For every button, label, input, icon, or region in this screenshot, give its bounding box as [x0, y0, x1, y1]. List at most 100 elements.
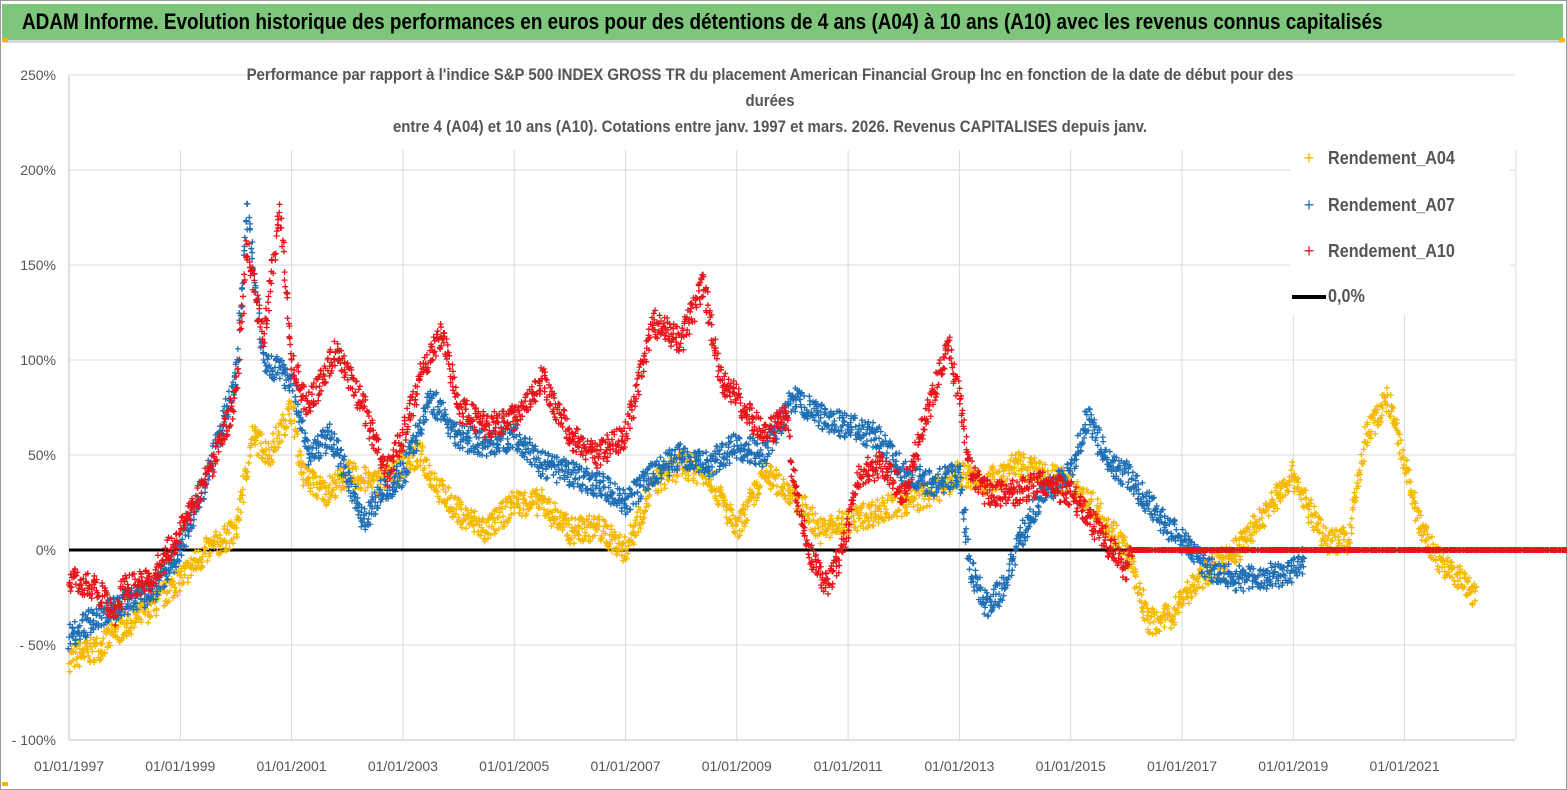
data-point — [147, 613, 154, 620]
data-point — [112, 628, 119, 635]
data-point — [625, 542, 632, 549]
data-point — [1199, 584, 1206, 591]
data-point — [161, 602, 168, 609]
data-point — [621, 533, 628, 540]
y-tick-label: 250% — [20, 67, 56, 83]
data-point — [289, 387, 296, 394]
x-tick-label: 01/01/2003 — [368, 758, 438, 774]
data-point — [352, 463, 359, 470]
data-point — [407, 465, 414, 472]
data-point — [870, 522, 877, 529]
data-point — [288, 399, 295, 406]
data-point — [732, 523, 739, 530]
data-point — [123, 632, 130, 639]
data-point — [855, 515, 862, 522]
data-point — [780, 476, 787, 483]
data-point — [119, 635, 126, 642]
data-point — [471, 513, 478, 520]
data-point — [441, 406, 448, 413]
data-point — [320, 496, 327, 503]
data-point — [283, 424, 290, 431]
data-point — [742, 520, 749, 527]
data-point — [744, 503, 751, 510]
data-point — [882, 432, 889, 439]
data-point — [708, 476, 715, 483]
data-point — [806, 393, 813, 400]
data-point — [419, 444, 426, 451]
data-point — [1302, 495, 1309, 502]
data-point — [573, 528, 580, 535]
data-point — [495, 514, 502, 521]
data-point — [963, 525, 970, 532]
x-tick-label: 01/01/2001 — [257, 758, 327, 774]
data-point — [533, 486, 540, 493]
data-point — [442, 489, 449, 496]
data-point — [321, 479, 328, 486]
data-point — [458, 499, 465, 506]
data-point — [218, 549, 225, 556]
data-point — [265, 440, 272, 447]
data-point — [206, 553, 213, 560]
data-point — [616, 547, 623, 554]
data-point — [564, 531, 571, 538]
data-point — [272, 424, 279, 431]
data-point — [586, 512, 593, 519]
data-point — [496, 504, 503, 511]
data-point — [303, 465, 310, 472]
data-point — [739, 527, 746, 534]
data-point — [237, 496, 244, 503]
data-point — [368, 484, 375, 491]
data-point — [717, 484, 724, 491]
data-point — [728, 519, 735, 526]
data-point — [76, 663, 83, 670]
data-point — [1009, 567, 1016, 574]
data-point — [413, 458, 420, 465]
data-point — [591, 532, 598, 539]
data-point — [1128, 476, 1135, 483]
data-point — [350, 460, 357, 467]
data-point — [1034, 502, 1041, 509]
data-point — [259, 455, 266, 462]
data-point — [547, 498, 554, 505]
data-point — [521, 496, 528, 503]
data-point — [708, 483, 715, 490]
data-point — [672, 478, 679, 485]
data-point — [359, 476, 366, 483]
data-point — [317, 474, 324, 481]
data-point — [1161, 623, 1168, 630]
data-point — [563, 532, 570, 539]
data-point — [715, 501, 722, 508]
data-point — [455, 514, 462, 521]
data-point — [750, 493, 757, 500]
data-point — [866, 521, 873, 528]
data-point — [669, 477, 676, 484]
data-point — [417, 457, 424, 464]
data-point — [212, 528, 219, 535]
data-point — [749, 488, 756, 495]
data-point — [88, 644, 95, 651]
data-point — [291, 404, 298, 411]
data-point — [339, 475, 346, 482]
data-point — [166, 587, 173, 594]
data-point — [145, 608, 152, 615]
data-point — [499, 505, 506, 512]
data-point — [282, 431, 289, 438]
data-point — [753, 479, 760, 486]
data-point — [426, 462, 433, 469]
corner-marker — [1559, 38, 1565, 42]
data-point — [1358, 451, 1365, 458]
data-point — [508, 511, 515, 518]
data-point — [1079, 440, 1086, 447]
data-point — [741, 511, 748, 518]
data-point — [426, 475, 433, 482]
data-point — [243, 200, 250, 207]
x-tick-label: 01/01/2021 — [1370, 758, 1440, 774]
data-point — [636, 521, 643, 528]
data-point — [1100, 438, 1107, 445]
data-point — [960, 516, 967, 523]
data-point — [1094, 496, 1101, 503]
data-point — [279, 411, 286, 418]
data-point — [608, 522, 615, 529]
report-title: ADAM Informe. Evolution historique des p… — [22, 9, 1383, 34]
